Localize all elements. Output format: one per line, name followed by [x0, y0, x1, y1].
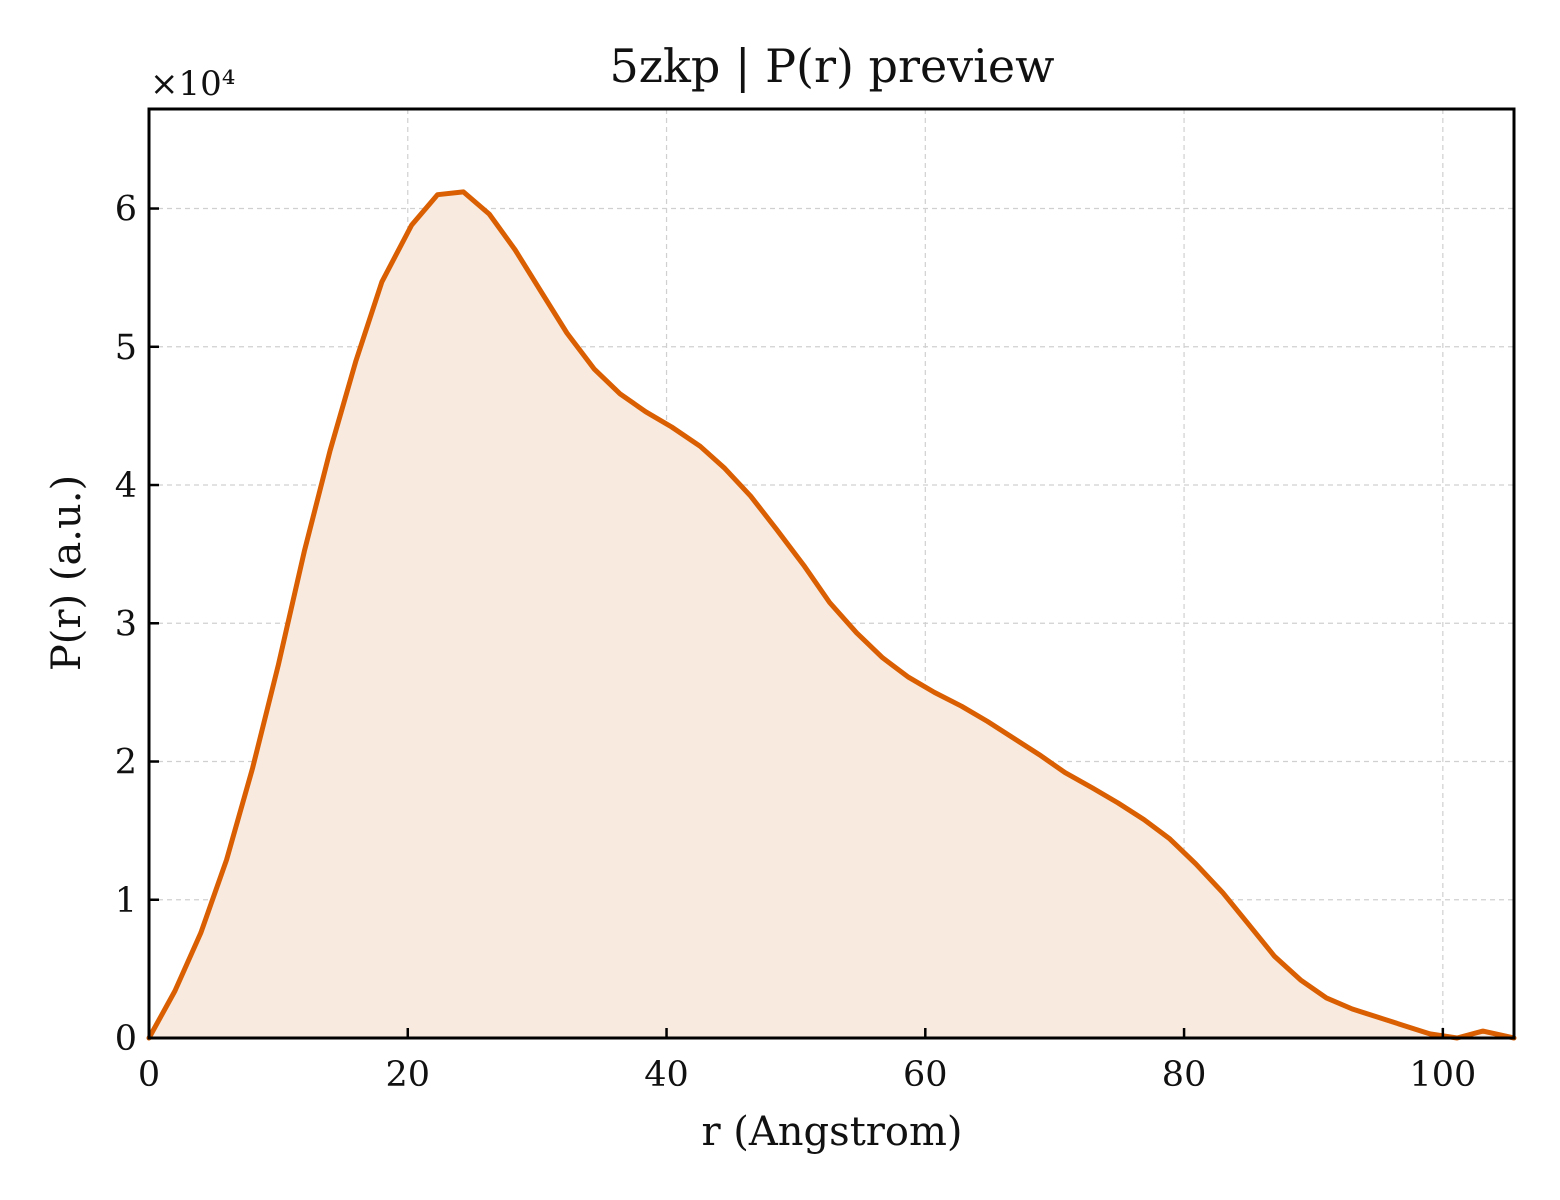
- y-tick-label: 2: [115, 743, 137, 783]
- plot-frame: [147, 107, 1516, 1040]
- axis-ticks: 0 20 40 60 80 100 0 1 2 3 4 5 6: [115, 190, 1477, 1095]
- y-tick-label: 5: [115, 328, 137, 368]
- area-fill: [149, 191, 1514, 1038]
- x-tick-label: 80: [1162, 1055, 1207, 1095]
- y-tick-label: 3: [115, 604, 137, 644]
- y-tick-label: 0: [115, 1019, 137, 1059]
- y-axis-label: P(r) (a.u.): [44, 475, 90, 671]
- series-line: [146, 189, 1517, 1041]
- chart-title: 5zkp | P(r) preview: [610, 39, 1055, 93]
- x-tick-label: 100: [1409, 1055, 1476, 1095]
- y-tick-label: 4: [115, 466, 137, 506]
- x-tick-label: 40: [644, 1055, 689, 1095]
- y-tick-label: 6: [115, 190, 137, 230]
- x-axis-label: r (Angstrom): [701, 1109, 962, 1155]
- x-tick-label: 60: [903, 1055, 948, 1095]
- x-tick-label: 0: [138, 1055, 160, 1095]
- y-offset-label: ×10⁴: [150, 64, 235, 104]
- x-tick-label: 20: [385, 1055, 430, 1095]
- y-tick-label: 1: [115, 881, 137, 921]
